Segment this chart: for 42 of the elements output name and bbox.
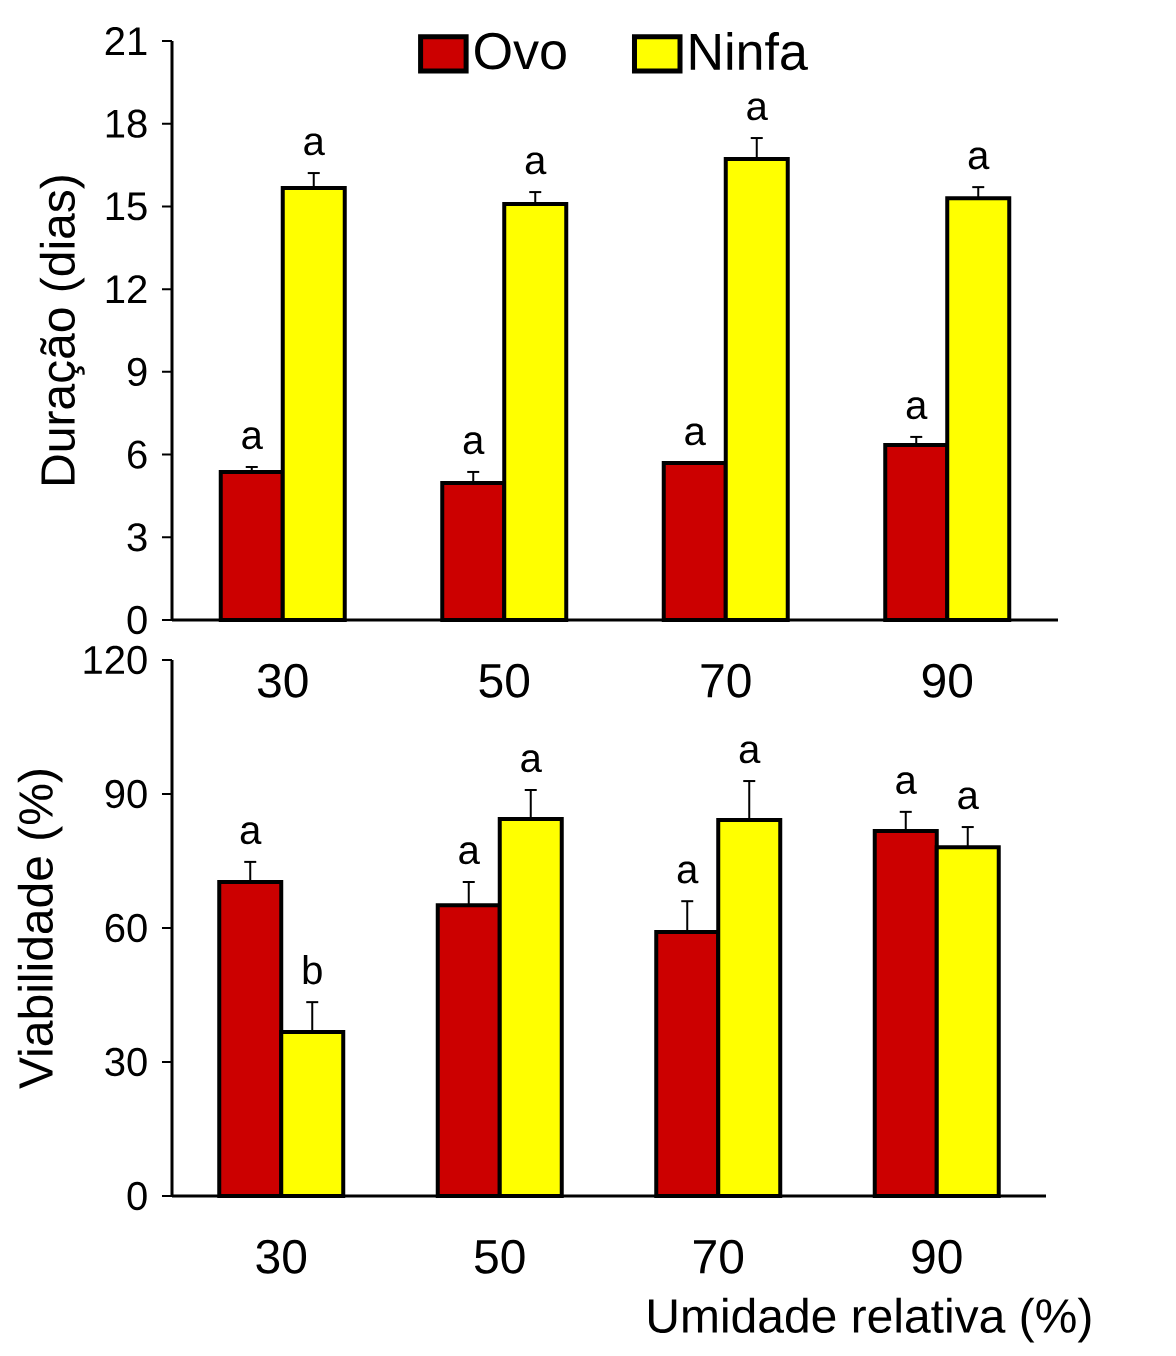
x-tick-label: 90 [922, 663, 973, 698]
y-axis-title: Duração (dias) [39, 176, 85, 484]
y-tick-label: 90 [105, 779, 147, 809]
x-tick-label: 70 [694, 1239, 744, 1274]
y-axis-title: Viabilidade (%) [17, 770, 63, 1089]
data-label: a [525, 152, 547, 175]
x-tick-label: 70 [701, 663, 751, 698]
data-label: a [906, 397, 928, 420]
legend-label: Ninfa [690, 32, 808, 71]
y-tick-label: 9 [127, 357, 147, 386]
data-label: a [240, 822, 262, 845]
y-tick-label: 3 [127, 523, 147, 552]
y-tick-label: 60 [105, 913, 147, 943]
y-tick-label: 21 [105, 27, 147, 55]
data-label: a [242, 427, 263, 450]
y-tick-label: 30 [105, 1047, 147, 1077]
y-tick-label: 12 [106, 275, 147, 304]
y-tick-label: 18 [106, 109, 147, 138]
data-label: a [747, 98, 768, 121]
x-tick-label: 30 [256, 1239, 307, 1274]
data-label: a [958, 787, 979, 810]
y-tick-label: 15 [106, 192, 147, 221]
y-tick-label: 0 [127, 1181, 147, 1211]
data-label: a [521, 750, 542, 773]
data-label: a [463, 432, 485, 455]
legend-label: Ovo [475, 32, 566, 70]
y-tick-label: 0 [127, 605, 147, 635]
data-label: a [685, 423, 706, 446]
x-tick-label: 30 [257, 663, 308, 698]
data-label: a [896, 772, 917, 795]
y-tick-label: 120 [84, 645, 147, 675]
y-tick-label: 6 [128, 440, 147, 469]
x-axis-title: Umidade relativa (%) [649, 1297, 1091, 1343]
data-label: a [968, 147, 990, 170]
x-tick-label: 90 [912, 1239, 962, 1274]
data-label: a [459, 842, 480, 865]
data-label: b [303, 955, 322, 985]
data-label: a [304, 133, 325, 156]
data-label: a [677, 861, 699, 884]
x-tick-label: 50 [479, 663, 530, 698]
x-tick-label: 50 [474, 1239, 525, 1274]
data-label: a [739, 741, 761, 764]
